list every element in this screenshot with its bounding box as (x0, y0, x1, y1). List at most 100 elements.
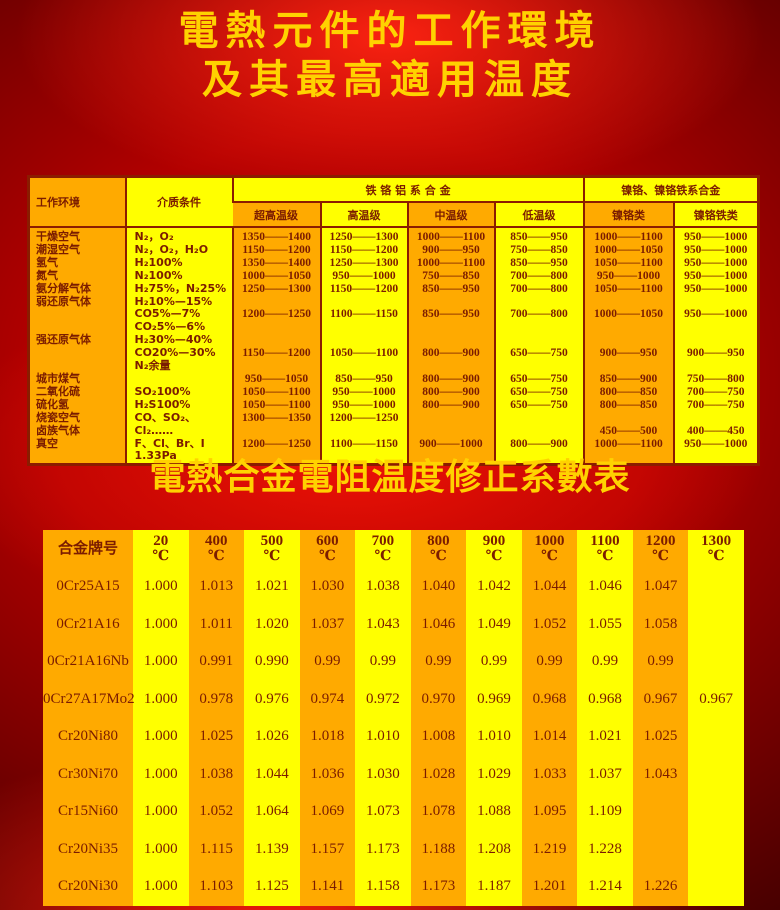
th-temperature: 400 ℃ (188, 530, 245, 568)
coef-cell: 1.030 (299, 568, 356, 606)
temperature-value: 600 (316, 533, 339, 549)
coef-cell: 1.000 (133, 680, 189, 718)
temperature-value: 20 (153, 533, 169, 549)
coef-cell: 1.157 (299, 830, 356, 868)
coef-cell: 1.018 (299, 718, 356, 756)
coef-cell: 1.030 (355, 755, 411, 793)
coef-cell: 1.173 (410, 868, 467, 906)
alloy-name-cell: Cr15Ni60 (43, 793, 133, 831)
coef-cell: 1.014 (521, 718, 578, 756)
coef-cell: 1.188 (410, 830, 467, 868)
coef-cell: 0.99 (577, 643, 633, 681)
coef-cell: 1.010 (355, 718, 411, 756)
coef-cell: 1.000 (133, 830, 189, 868)
coef-cell (688, 793, 744, 831)
coef-cell: 0.970 (410, 680, 467, 718)
alloy-name-cell: Cr20Ni35 (43, 830, 133, 868)
celsius-unit: ℃ (596, 549, 614, 564)
high-grade-values: 1250——1300 1150——1200 1250——1300 950——10… (319, 227, 408, 465)
coef-cell: 1.187 (466, 868, 522, 906)
coef-cell: 1.088 (466, 793, 522, 831)
low-grade-values: 850——950 750——850 850——950 700——800 700—… (493, 227, 584, 465)
coef-cell: 1.078 (410, 793, 467, 831)
alloy-name-cell: Cr30Ni70 (43, 755, 133, 793)
alloy-name-cell: Cr20Ni30 (43, 868, 133, 906)
temperature-value: 500 (260, 533, 284, 549)
coef-cell: 1.044 (244, 755, 300, 793)
coef-cell: 0.978 (188, 680, 245, 718)
alloy-name-cell: 0Cr21A16Nb (43, 643, 133, 681)
coef-cell (688, 830, 744, 868)
coef-cell: 1.043 (355, 605, 411, 643)
alloy-row: Cr15Ni60 1.000 1.052 1.064 1.069 1.073 1… (43, 793, 744, 831)
coef-cell: 1.139 (244, 830, 300, 868)
coef-cell (688, 605, 744, 643)
celsius-unit: ℃ (541, 549, 558, 564)
temperature-value: 1000 (534, 533, 565, 549)
coef-cell: 1.020 (244, 605, 300, 643)
table1-group-header-row: 工作环境 介质条件 铁 铬 铝 系 合 金 镍铬、镍铬铁系合金 (28, 176, 759, 228)
th-temperature: 800 ℃ (410, 530, 467, 568)
alloy-name-cell: 0Cr27A17Mo2 (43, 680, 135, 718)
th-ultra-high-temp-grade: 超高温级 (232, 202, 321, 228)
alloy-row: Cr20Ni80 1.000 1.025 1.026 1.018 1.010 1… (43, 718, 744, 756)
th-temperature: 600 ℃ (299, 530, 356, 568)
coef-cell: 0.99 (466, 643, 522, 681)
table1-body-row: 干燥空气 潮湿空气 氢气 氮气 氨分解气体 弱还原气体 强还原气体 城市煤气 二… (28, 227, 759, 465)
alloy-row: Cr20Ni30 1.000 1.103 1.125 1.141 1.158 1… (43, 868, 744, 906)
coef-cell: 1.103 (188, 868, 245, 906)
env-column-lines: 干燥空气 潮湿空气 氢气 氮气 氨分解气体 弱还原气体 强还原气体 城市煤气 二… (28, 227, 126, 465)
coef-cell: 1.058 (632, 605, 689, 643)
coef-cell: 1.226 (632, 868, 689, 906)
coef-cell: 1.038 (188, 755, 245, 793)
celsius-unit: ℃ (485, 549, 503, 564)
celsius-unit: ℃ (374, 549, 392, 564)
coef-cell: 1.042 (466, 568, 522, 606)
coef-cell: 1.228 (577, 830, 633, 868)
correction-coefficient-table: 合金牌号 20 ℃ 400 ℃ 500 ℃ 600 ℃ 700 ℃ 800 ℃ 900 ℃ 1… (43, 530, 744, 906)
nicr-type-values: 1000——1100 1000——1050 1050——1100 950——10… (582, 227, 674, 465)
coef-cell: 0.974 (299, 680, 356, 718)
coef-cell: 1.000 (133, 568, 189, 606)
coef-cell: 1.173 (355, 830, 411, 868)
temperature-value: 1300 (701, 533, 732, 549)
coef-cell: 1.115 (188, 830, 245, 868)
coef-cell: 1.109 (577, 793, 633, 831)
coef-cell: 0.991 (188, 643, 245, 681)
working-environment-table: 工作环境 介质条件 铁 铬 铝 系 合 金 镍铬、镍铬铁系合金 超高温级 高温级… (27, 175, 761, 467)
coef-cell (632, 793, 689, 831)
main-title: 電熱元件的工作環境 及其最高適用温度 (0, 6, 780, 104)
th-low-temp-grade: 低温级 (493, 202, 584, 228)
alloy-name-cell: 0Cr25A15 (43, 568, 133, 606)
coef-cell: 0.967 (632, 680, 689, 718)
coef-cell: 1.026 (244, 718, 300, 756)
coef-cell: 0.976 (244, 680, 300, 718)
th-temperature: 1000 ℃ (521, 530, 578, 568)
table1-sub-header-row: 超高温级 高温级 中温级 低温级 镍铬类 镍铬铁类 (29, 202, 759, 228)
coef-cell (688, 868, 744, 906)
temperature-value: 1100 (590, 533, 620, 549)
th-nicrfe-type: 镍铬铁类 (672, 202, 759, 228)
th-temperature: 1100 ℃ (577, 530, 633, 568)
alloy-name-cell: Cr20Ni80 (43, 718, 133, 756)
th-temperature: 900 ℃ (466, 530, 522, 568)
th-alloy-grade: 合金牌号 (43, 530, 133, 568)
coef-cell: 1.037 (577, 755, 633, 793)
celsius-unit: ℃ (318, 549, 336, 564)
coef-cell: 0.99 (355, 643, 411, 681)
coef-cell: 1.033 (521, 755, 578, 793)
coef-cell (688, 568, 744, 606)
coef-cell: 1.214 (577, 868, 633, 906)
coef-cell: 1.125 (244, 868, 300, 906)
coef-cell: 1.095 (521, 793, 578, 831)
th-temperature: 20 ℃ (133, 530, 189, 568)
alloy-row: 0Cr21A16Nb 1.000 0.991 0.990 0.99 0.99 0… (43, 643, 744, 681)
coef-cell: 1.208 (466, 830, 522, 868)
coef-cell: 1.008 (410, 718, 467, 756)
correction-table-title: 電熱合金電阻温度修正系數表 (149, 456, 631, 498)
coef-cell: 0.967 (688, 680, 744, 718)
coef-cell: 1.010 (466, 718, 522, 756)
coef-cell: 1.052 (188, 793, 245, 831)
celsius-unit: ℃ (263, 549, 281, 564)
